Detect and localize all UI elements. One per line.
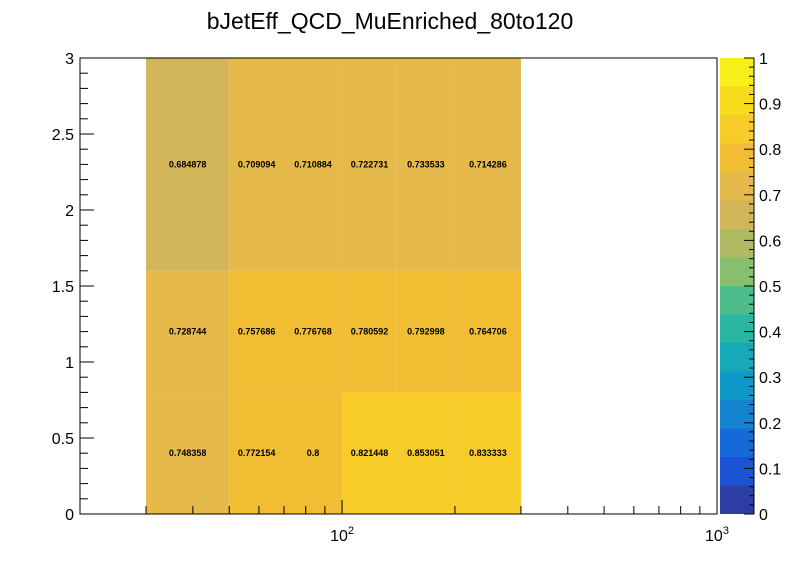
- heatmap-cell: [454, 392, 521, 514]
- cell-value-label: 0.709094: [238, 159, 276, 169]
- color-scale-swatch: [720, 115, 754, 144]
- cell-value-label: 0.728744: [169, 327, 207, 337]
- heatmap-cell: [342, 58, 397, 271]
- heatmap-cell: [146, 58, 230, 271]
- colorbar-tick-label: 0.9: [759, 97, 781, 114]
- x-tick-label: 103: [705, 525, 729, 545]
- heatmap-cell: [396, 392, 455, 514]
- heatmap-cells: [146, 58, 521, 514]
- cell-value-label: 0.772154: [238, 448, 276, 458]
- chart-title: bJetEff_QCD_MuEnriched_80to120: [207, 8, 574, 34]
- colorbar-tick-label: 0.2: [759, 416, 781, 433]
- cell-value-label: 0.821448: [351, 448, 389, 458]
- colorbar-tick-label: 0: [759, 507, 768, 524]
- color-scale-swatch: [720, 457, 754, 486]
- cell-value-label: 0.780592: [351, 327, 389, 337]
- heatmap-cell: [283, 58, 343, 271]
- color-scale-swatch: [720, 86, 754, 115]
- color-scale-swatch: [720, 286, 754, 315]
- cell-value-label: 0.833333: [469, 448, 507, 458]
- cell-value-label: 0.757686: [238, 327, 276, 337]
- heatmap-cell: [146, 392, 230, 514]
- color-scale-bar: 0 0.1 0.2 0.3 0.4 0.5 0.6 0.7 0.8 0.9 1: [720, 51, 781, 524]
- colorbar-tick-label: 0.4: [759, 325, 781, 342]
- heatmap-cell: [454, 270, 521, 393]
- heatmap-cell: [454, 58, 521, 271]
- colorbar-tick-label: 1: [759, 51, 768, 68]
- x-tick-label: 102: [330, 525, 354, 545]
- color-scale-swatch: [720, 200, 754, 229]
- heatmap-cell: [342, 270, 397, 393]
- heatmap-cell: [146, 270, 230, 393]
- color-scale-swatch: [720, 485, 754, 514]
- colorbar-tick-label: 0.8: [759, 142, 781, 159]
- heatmap-cell: [283, 270, 343, 393]
- colorbar-tick-label: 0.7: [759, 188, 781, 205]
- cell-value-label: 0.792998: [407, 327, 445, 337]
- cell-value-label: 0.8: [307, 448, 320, 458]
- color-scale-swatch: [720, 314, 754, 343]
- color-scale-swatch: [720, 371, 754, 400]
- cell-value-label: 0.710884: [294, 159, 332, 169]
- y-tick-label: 3: [65, 51, 74, 68]
- axes: 102 103 0 0.5 1 1.5 2 2.5 3: [52, 51, 729, 545]
- color-scale-swatch: [720, 229, 754, 258]
- color-scale-swatch: [720, 172, 754, 201]
- heatmap-cell: [229, 58, 284, 271]
- cell-value-label: 0.764706: [469, 327, 507, 337]
- heatmap-cell-labels: 0.748358 0.772154 0.8 0.821448 0.853051 0.833…: [169, 159, 507, 458]
- color-scale-swatch: [720, 143, 754, 172]
- y-tick-label: 0.5: [52, 431, 74, 448]
- heatmap-cell: [229, 392, 284, 514]
- colorbar-tick-label: 0.6: [759, 233, 781, 250]
- y-tick-label: 1: [65, 355, 74, 372]
- cell-value-label: 0.722731: [351, 159, 389, 169]
- color-scale-swatch: [720, 257, 754, 286]
- y-tick-label: 2: [65, 203, 74, 220]
- colorbar-tick-label: 0.5: [759, 279, 781, 296]
- y-tick-label: 0: [65, 507, 74, 524]
- heatmap-cell: [396, 58, 455, 271]
- cell-value-label: 0.684878: [169, 159, 207, 169]
- color-scale-swatch: [720, 343, 754, 372]
- color-scale-swatch: [720, 400, 754, 429]
- heatmap-cell: [342, 392, 397, 514]
- color-scale-swatch: [720, 58, 754, 87]
- colorbar-tick-label: 0.3: [759, 370, 781, 387]
- heatmap-cell: [396, 270, 455, 393]
- colorbar-tick-label: 0.1: [759, 461, 781, 478]
- color-scale-swatch: [720, 428, 754, 457]
- heatmap-cell: [229, 270, 284, 393]
- y-tick-label: 1.5: [52, 279, 74, 296]
- cell-value-label: 0.748358: [169, 448, 207, 458]
- cell-value-label: 0.733533: [407, 159, 445, 169]
- heatmap-cell: [283, 392, 343, 514]
- cell-value-label: 0.714286: [469, 159, 507, 169]
- cell-value-label: 0.853051: [407, 448, 445, 458]
- y-tick-label: 2.5: [52, 127, 74, 144]
- cell-value-label: 0.776768: [294, 327, 332, 337]
